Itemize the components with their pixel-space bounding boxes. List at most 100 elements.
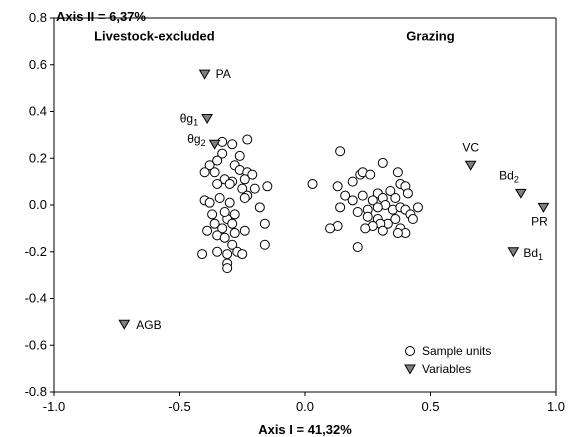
x-tick-label: 0.5 bbox=[421, 399, 439, 414]
sample-unit-point bbox=[402, 188, 413, 199]
x-tick-label: -0.5 bbox=[168, 399, 190, 414]
sample-unit-point bbox=[239, 225, 250, 236]
variable-marker bbox=[514, 188, 527, 199]
x-axis-title: Axis I = 41,32% bbox=[258, 422, 352, 437]
sample-unit-point bbox=[229, 228, 240, 239]
sample-unit-point bbox=[234, 150, 245, 161]
sample-unit-point bbox=[229, 209, 240, 220]
group-label: Livestock-excluded bbox=[94, 29, 215, 44]
sample-unit-point bbox=[372, 202, 383, 213]
sample-unit-point bbox=[259, 239, 270, 250]
y-tick-label: 0.2 bbox=[29, 150, 47, 165]
sample-unit-point bbox=[212, 155, 223, 166]
sample-unit-point bbox=[247, 169, 258, 180]
sample-unit-point bbox=[325, 223, 336, 234]
sample-unit-point bbox=[227, 239, 238, 250]
variable-label: θg2 bbox=[187, 132, 205, 148]
sample-unit-point bbox=[239, 174, 250, 185]
sample-unit-point bbox=[242, 134, 253, 145]
y-tick-label: -0.2 bbox=[25, 244, 47, 259]
sample-unit-point bbox=[335, 202, 346, 213]
variable-marker bbox=[208, 139, 221, 150]
sample-unit-point bbox=[377, 225, 388, 236]
variable-marker bbox=[198, 69, 211, 80]
variable-marker bbox=[201, 114, 213, 124]
sample-unit-point bbox=[237, 249, 248, 260]
sample-unit-point bbox=[239, 192, 250, 203]
sample-unit-point bbox=[202, 225, 213, 236]
legend-label: Sample units bbox=[422, 344, 491, 358]
variable-marker bbox=[507, 247, 520, 258]
variable-marker bbox=[118, 319, 131, 330]
sample-unit-point bbox=[224, 197, 235, 208]
sample-unit-point bbox=[352, 207, 363, 218]
y-tick-label: -0.8 bbox=[25, 384, 47, 399]
sample-unit-point bbox=[209, 167, 220, 178]
sample-unit-point bbox=[197, 249, 208, 260]
sample-unit-point bbox=[209, 218, 220, 229]
sample-unit-point bbox=[222, 263, 233, 274]
sample-unit-point bbox=[222, 249, 233, 260]
variable-label: Bd2 bbox=[499, 168, 519, 184]
y-tick-label: -0.6 bbox=[25, 337, 47, 352]
sample-unit-point bbox=[367, 195, 378, 206]
variable-label: θg1 bbox=[180, 112, 198, 128]
sample-unit-point bbox=[207, 209, 218, 220]
y-axis-title: Axis II = 6,37% bbox=[56, 9, 146, 24]
y-tick-label: 0.4 bbox=[29, 104, 47, 119]
sample-unit-point bbox=[259, 218, 270, 229]
y-tick-label: 0.6 bbox=[29, 57, 47, 72]
legend-circle-marker bbox=[405, 346, 415, 356]
sample-unit-point bbox=[360, 223, 371, 234]
sample-unit-point bbox=[365, 169, 376, 180]
variable-label: PR bbox=[531, 214, 548, 228]
sample-unit-point bbox=[249, 183, 260, 194]
y-tick-label: 0.0 bbox=[29, 197, 47, 212]
sample-unit-point bbox=[357, 190, 368, 201]
data-points bbox=[197, 134, 423, 274]
sample-unit-point bbox=[217, 223, 228, 234]
sample-unit-point bbox=[392, 228, 403, 239]
sample-unit-point bbox=[219, 207, 230, 218]
x-tick-label: -1.0 bbox=[43, 399, 65, 414]
sample-unit-point bbox=[224, 178, 235, 189]
sample-unit-point bbox=[335, 146, 346, 157]
variable-marker bbox=[464, 160, 477, 171]
variable-label: PA bbox=[216, 67, 231, 81]
sample-unit-point bbox=[407, 214, 418, 225]
legend-label: Variables bbox=[422, 362, 471, 376]
sample-unit-point bbox=[204, 160, 215, 171]
sample-unit-point bbox=[347, 176, 358, 187]
sample-unit-point bbox=[392, 167, 403, 178]
x-tick-label: 1.0 bbox=[547, 399, 565, 414]
sample-unit-point bbox=[412, 202, 423, 213]
sample-unit-point bbox=[237, 183, 248, 194]
tick-labels: 0.8 0.6 0.4 0.2 0.0 -0.2 -0.4 -0.6 -0.8-1.0 -0.5 0… bbox=[25, 10, 565, 414]
sample-unit-point bbox=[390, 214, 401, 225]
sample-unit-point bbox=[219, 232, 230, 243]
variable-marker bbox=[537, 202, 550, 213]
sample-unit-point bbox=[227, 218, 238, 229]
group-label: Grazing bbox=[406, 29, 454, 44]
variable-label: Bd1 bbox=[523, 246, 543, 262]
sample-unit-point bbox=[214, 192, 225, 203]
legend: Sample units Variables bbox=[404, 344, 491, 376]
sample-unit-point bbox=[227, 139, 238, 150]
variable-markers bbox=[118, 69, 550, 330]
sample-unit-point bbox=[262, 181, 273, 192]
sample-unit-point bbox=[204, 197, 215, 208]
y-tick-label: -0.4 bbox=[25, 291, 47, 306]
sample-unit-point bbox=[254, 202, 265, 213]
sample-unit-point bbox=[385, 185, 396, 196]
y-tick-label: 0.8 bbox=[29, 10, 47, 25]
sample-unit-point bbox=[199, 167, 210, 178]
sample-unit-point bbox=[217, 148, 228, 159]
sample-unit-point bbox=[212, 178, 223, 189]
sample-unit-point bbox=[340, 190, 351, 201]
sample-unit-point bbox=[377, 157, 388, 168]
sample-unit-point bbox=[352, 242, 363, 253]
variable-label: AGB bbox=[136, 318, 161, 332]
sample-unit-point bbox=[347, 195, 358, 206]
sample-unit-point bbox=[332, 181, 343, 192]
